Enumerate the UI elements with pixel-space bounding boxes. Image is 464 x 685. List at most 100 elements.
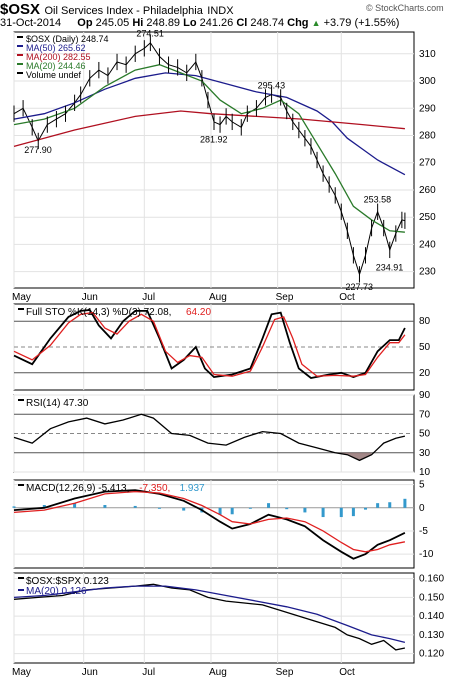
x-tick-label: Oct (339, 667, 355, 678)
panel-frame (13, 572, 415, 664)
x-tick-label: Sep (276, 292, 294, 303)
histogram-bar (248, 507, 252, 509)
histogram-bar (42, 505, 46, 508)
legend-entry: $OSX (Daily) 248.74 (26, 34, 109, 44)
x-tick-label: Aug (209, 292, 227, 303)
quote-row: 31-Oct-2014 Op 245.05 Hi 248.89 Lo 241.2… (0, 17, 399, 29)
legend-entry: MA(20) 0.126 (26, 586, 87, 597)
legend-swatch (17, 36, 23, 38)
x-tick-label: Jun (82, 667, 98, 678)
price-annotation: 295.43 (258, 81, 286, 91)
y-tick-label: 0.130 (419, 630, 444, 641)
panel-price (13, 31, 415, 289)
legend-entry: MA(20) 244.46 (26, 61, 86, 71)
histogram-bar (157, 507, 161, 509)
histogram-bar (230, 507, 234, 515)
x-tick-label: Jul (142, 667, 155, 678)
legend-entry: -7.350, (139, 483, 170, 494)
histogram-bar (267, 503, 271, 508)
y-tick-label: -10 (419, 549, 434, 560)
y-tick-label: 0.120 (419, 649, 444, 660)
price-annotation: 277.90 (24, 145, 52, 155)
y-tick-label: 0.160 (419, 574, 444, 585)
legend-swatch (17, 63, 23, 65)
chart-title-row: $OSX Oil Services Index - Philadelphia I… (0, 1, 234, 19)
series-line-2 (13, 311, 406, 377)
legend-swatch (17, 72, 23, 74)
legend-swatch (18, 399, 24, 401)
histogram-bar (339, 507, 343, 518)
legend-entry: Volume undef (26, 70, 82, 80)
legend-entry: MACD(12,26,9) -5.413, (26, 483, 129, 494)
price-annotation: 253.58 (364, 194, 392, 204)
y-tick-label: 5 (419, 480, 425, 491)
price-annotation: 234.91 (376, 262, 404, 272)
histogram-bar (73, 503, 77, 508)
x-tick-label: Jun (82, 292, 98, 303)
price-annotation: 227.73 (345, 282, 373, 292)
histogram-bar (388, 502, 392, 508)
legend-entry: Full STO %K(14,3) %D(3) 72.08, (26, 307, 171, 318)
histogram-bar (303, 507, 307, 513)
histogram-bar (285, 507, 289, 510)
legend-entry: MA(50) 265.62 (26, 43, 86, 53)
y-tick-label: 0.140 (419, 611, 444, 622)
y-tick-label: 0.150 (419, 592, 444, 603)
price-annotation: 274.51 (136, 29, 164, 39)
series-line-2 (13, 490, 406, 553)
series-line-2 (13, 72, 406, 176)
y-tick-label: 300 (419, 76, 436, 87)
y-tick-label: 90 (419, 390, 431, 401)
y-tick-label: 250 (419, 212, 436, 223)
y-tick-label: 280 (419, 130, 436, 141)
y-tick-label: 240 (419, 239, 436, 250)
high-value: 248.89 (146, 17, 181, 29)
close-label: Cl (236, 17, 248, 29)
y-tick-label: 80 (419, 316, 431, 327)
series-line-2 (13, 585, 406, 644)
histogram-bar (182, 507, 186, 511)
exchange-label: INDX (207, 5, 234, 17)
quote-date: 31-Oct-2014 (0, 17, 62, 29)
x-tick-label: May (12, 292, 31, 303)
legend-entry: RSI(14) 47.30 (26, 398, 89, 409)
legend-entry: 64.20 (186, 307, 211, 318)
y-tick-label: 50 (419, 342, 431, 353)
y-tick-label: 230 (419, 267, 436, 278)
high-label: Hi (132, 17, 144, 29)
y-tick-label: 260 (419, 185, 436, 196)
legend-swatch (18, 484, 24, 486)
histogram-bar (103, 505, 107, 508)
y-tick-label: 10 (419, 467, 431, 478)
y-tick-label: 20 (419, 368, 431, 379)
legend-swatch (18, 577, 24, 579)
change-value: +3.79 (+1.55%) (323, 17, 400, 29)
panel-frame (13, 479, 415, 569)
open-value: 245.05 (95, 17, 130, 29)
histogram-bar (133, 505, 137, 508)
symbol-label: $OSX (0, 1, 41, 18)
legend-entry: 1.937 (180, 483, 205, 494)
x-tick-label: Oct (339, 292, 355, 303)
open-label: Op (77, 17, 93, 29)
low-label: Lo (183, 17, 197, 29)
y-tick-label: 310 (419, 49, 436, 60)
index-name: Oil Services Index - Philadelphia (44, 5, 203, 17)
legend-entry: $OSX:$SPX 0.123 (26, 576, 109, 587)
rsi-oversold-fill (329, 452, 372, 461)
legend-swatch (17, 45, 23, 47)
x-tick-label: May (12, 667, 31, 678)
panel-macd (12, 479, 415, 569)
series-line-3 (13, 110, 405, 148)
legend-entry: MA(200) 282.55 (26, 52, 91, 62)
legend-swatch (18, 589, 24, 591)
histogram-bar (351, 507, 355, 517)
credit-label[interactable]: © StockCharts.com (366, 3, 444, 13)
histogram-bar (12, 506, 16, 508)
series-line-1 (13, 413, 406, 462)
y-tick-label: 0 (419, 503, 425, 514)
close-value: 248.74 (250, 17, 285, 29)
histogram-bar (364, 507, 368, 510)
change-label: Chg (287, 17, 309, 29)
